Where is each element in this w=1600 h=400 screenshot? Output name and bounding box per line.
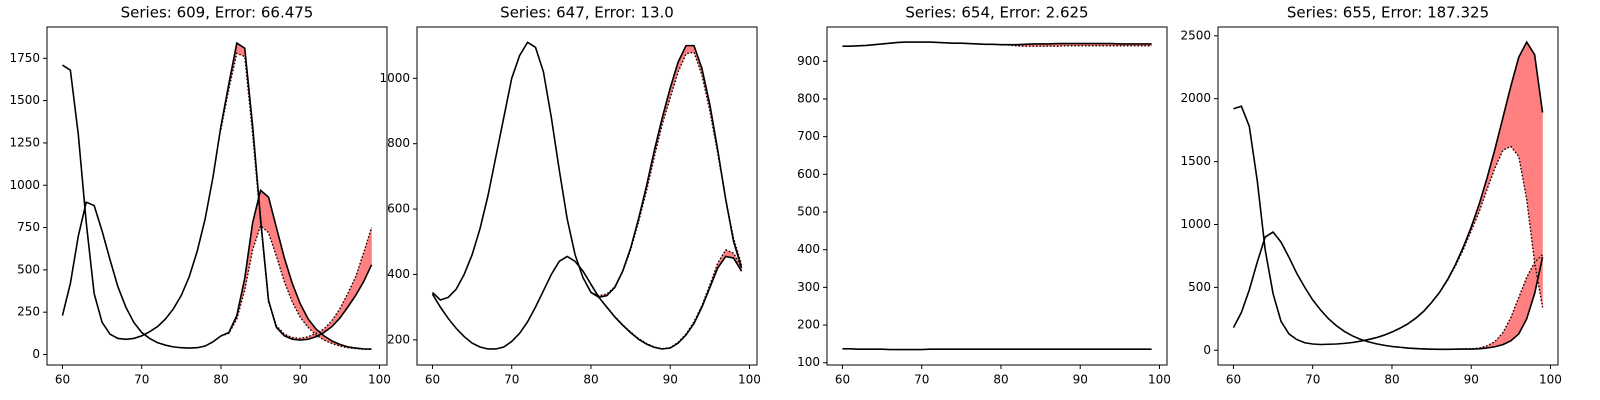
x-tick-label: 70 <box>504 373 519 387</box>
x-tick-label: 60 <box>835 373 850 387</box>
x-tick-label: 70 <box>134 373 149 387</box>
y-tick-label: 400 <box>387 267 410 281</box>
series-line <box>842 41 1152 48</box>
y-tick-label: 500 <box>17 262 40 276</box>
y-tick-label: 1000 <box>379 71 410 85</box>
error-area <box>590 45 742 298</box>
y-tick-label: 1750 <box>9 51 40 65</box>
x-tick-label: 90 <box>293 373 308 387</box>
plot-frame <box>826 26 1168 366</box>
plot-frame <box>1217 26 1559 366</box>
x-tick-label: 80 <box>213 373 228 387</box>
y-tick-label: 1000 <box>1180 217 1211 231</box>
y-tick-label: 200 <box>797 318 820 332</box>
series-line <box>842 347 1152 351</box>
x-tick-label: 70 <box>1305 373 1320 387</box>
x-tick-label: 90 <box>1464 373 1479 387</box>
y-tick-label: 500 <box>1188 280 1211 294</box>
chart-title: Series: 654, Error: 2.625 <box>905 4 1088 22</box>
y-tick-label: 1500 <box>1180 154 1211 168</box>
x-tick-label: 60 <box>425 373 440 387</box>
chart-title: Series: 609, Error: 66.475 <box>121 4 314 22</box>
forecast-line <box>220 52 373 340</box>
series-line <box>61 188 372 350</box>
x-tick-label: 100 <box>1148 373 1171 387</box>
y-tick-label: 1500 <box>9 93 40 107</box>
series-line <box>1233 40 1544 346</box>
y-tick-label: 2500 <box>1180 28 1211 42</box>
forecast-line <box>590 51 743 297</box>
x-tick-label: 70 <box>914 373 929 387</box>
y-tick-label: 600 <box>797 167 820 181</box>
y-tick-label: 1250 <box>9 135 40 149</box>
plot-frame <box>46 26 388 366</box>
x-tick-label: 80 <box>993 373 1008 387</box>
x-tick-label: 100 <box>1539 373 1562 387</box>
forecast-line <box>1000 44 1152 47</box>
plot-frame <box>416 26 758 366</box>
y-tick-label: 700 <box>797 129 820 143</box>
y-tick-label: 1000 <box>9 178 40 192</box>
series-line <box>62 41 373 341</box>
error-area <box>220 189 372 350</box>
x-tick-label: 90 <box>663 373 678 387</box>
series-line <box>431 255 743 350</box>
y-tick-label: 100 <box>797 355 820 369</box>
y-tick-label: 900 <box>797 54 820 68</box>
y-tick-label: 500 <box>797 205 820 219</box>
x-tick-label: 80 <box>1384 373 1399 387</box>
x-tick-label: 60 <box>1226 373 1241 387</box>
series-line <box>431 41 743 301</box>
error-area <box>590 249 742 350</box>
x-tick-label: 90 <box>1073 373 1088 387</box>
y-tick-label: 800 <box>387 136 410 150</box>
y-tick-label: 800 <box>797 91 820 105</box>
y-tick-label: 200 <box>387 332 410 346</box>
series-line <box>1232 230 1544 351</box>
x-tick-label: 100 <box>368 373 391 387</box>
y-tick-label: 2000 <box>1180 91 1211 105</box>
y-tick-label: 300 <box>797 280 820 294</box>
y-tick-label: 250 <box>17 305 40 319</box>
y-tick-label: 600 <box>387 202 410 216</box>
y-tick-label: 400 <box>797 242 820 256</box>
error-area <box>1391 41 1543 333</box>
x-tick-label: 60 <box>55 373 70 387</box>
x-tick-label: 80 <box>583 373 598 387</box>
chart-title: Series: 655, Error: 187.325 <box>1287 4 1489 22</box>
y-tick-label: 0 <box>32 347 40 361</box>
chart-title: Series: 647, Error: 13.0 <box>500 4 674 22</box>
y-tick-label: 0 <box>1203 343 1211 357</box>
x-tick-label: 100 <box>738 373 761 387</box>
error-area <box>1391 254 1543 350</box>
y-tick-label: 750 <box>17 220 40 234</box>
